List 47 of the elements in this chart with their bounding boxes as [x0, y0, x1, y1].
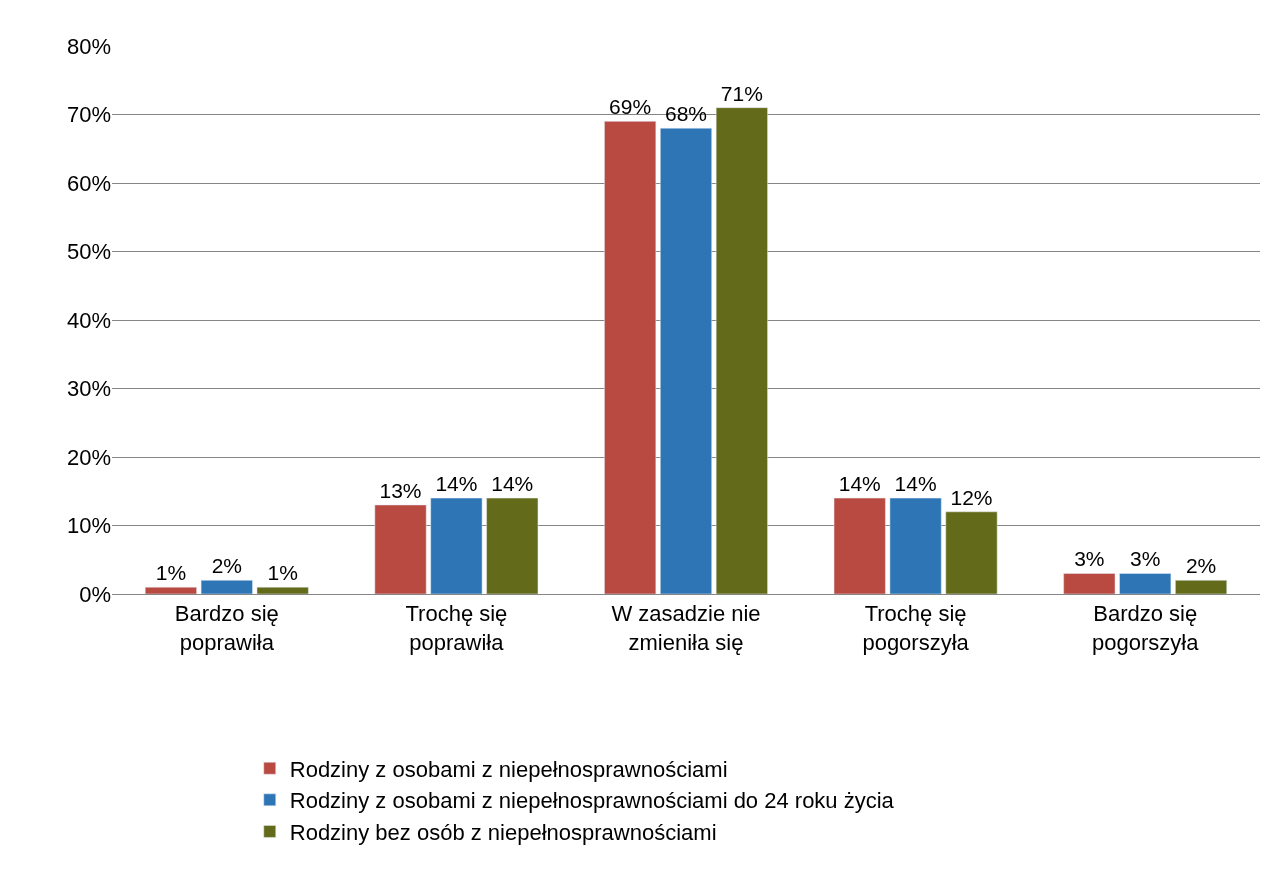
data-label: 2% — [1185, 554, 1217, 578]
bar — [1063, 573, 1116, 594]
bar — [833, 497, 886, 594]
bar — [945, 511, 998, 594]
legend-label: Rodziny z osobami z niepełnosprawnościami do 24 roku życia — [289, 788, 895, 814]
bar — [660, 127, 712, 594]
data-label: 71% — [720, 81, 763, 105]
bar — [604, 121, 657, 594]
bar — [1119, 573, 1172, 594]
x-tick-label: W zasadzie nie zmieniła się — [611, 601, 761, 655]
bar — [715, 107, 768, 594]
bar — [1175, 580, 1228, 594]
data-label: 1% — [155, 561, 187, 585]
bar — [256, 586, 309, 594]
data-label: 14% — [491, 472, 534, 496]
data-label: 1% — [267, 561, 298, 585]
data-label: 13% — [379, 478, 422, 502]
bar — [486, 497, 539, 594]
y-tick-label: 10% — [66, 513, 111, 539]
data-label: 69% — [609, 95, 652, 119]
legend-label: Rodziny bez osób z niepełnosprawnościami — [289, 820, 717, 846]
x-tick-label: Bardzo się pogorszyła — [1092, 601, 1200, 655]
y-tick-label: 60% — [66, 170, 111, 196]
data-label: 14% — [838, 472, 881, 496]
y-tick-label: 30% — [66, 376, 111, 402]
bar — [374, 504, 427, 594]
data-label: 2% — [211, 554, 242, 578]
x-tick-label: Trochę się poprawiła — [405, 601, 508, 655]
bar — [144, 586, 197, 594]
data-label: 14% — [435, 472, 478, 496]
data-label: 3% — [1074, 547, 1105, 571]
y-tick-label: 50% — [66, 239, 111, 265]
data-label: 3% — [1130, 547, 1161, 571]
y-tick-label: 40% — [66, 307, 111, 333]
data-label: 68% — [664, 102, 708, 126]
y-tick-label: 0% — [79, 581, 111, 607]
data-label: 12% — [950, 485, 993, 509]
bar — [430, 497, 483, 594]
y-tick-label: 70% — [66, 102, 111, 128]
legend-label: Rodziny z osobami z niepełnosprawnościami — [289, 756, 728, 782]
y-tick-label: 20% — [66, 444, 111, 470]
x-tick-label: Bardzo się poprawiła — [174, 601, 279, 655]
bar — [200, 580, 253, 594]
data-label: 14% — [894, 472, 937, 496]
bar — [889, 497, 942, 594]
y-tick-label: 80% — [66, 33, 111, 59]
x-tick-label: Trochę się pogorszyła — [862, 601, 970, 655]
